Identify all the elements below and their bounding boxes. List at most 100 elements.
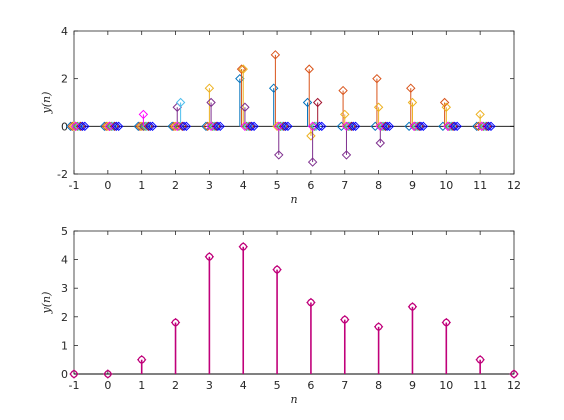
series-8 <box>70 109 487 132</box>
x-tick-label: 11 <box>473 179 487 192</box>
stem-marker <box>113 121 124 132</box>
stem-marker <box>274 121 284 132</box>
x-tick-label: 7 <box>341 179 348 192</box>
stem-marker <box>338 85 348 96</box>
y-tick-label: 0 <box>61 368 68 381</box>
stem-marker <box>406 83 416 93</box>
x-tick-label: 8 <box>375 379 382 392</box>
stem-marker <box>138 109 149 120</box>
stem-marker <box>246 121 257 132</box>
stem-marker <box>375 121 386 132</box>
stem-marker <box>450 121 460 132</box>
stem-marker-circle <box>239 243 247 251</box>
y-tick-label: 0 <box>61 120 68 133</box>
x-tick-label: 1 <box>138 379 145 392</box>
y-tick-label: 4 <box>61 254 68 267</box>
stem-marker <box>350 121 361 132</box>
stem-marker <box>418 121 428 132</box>
stem-marker <box>475 109 485 120</box>
x-tick-label: 5 <box>274 379 281 392</box>
stem-marker <box>416 121 426 132</box>
stem-marker-circle <box>104 370 112 378</box>
x-tick-label: 9 <box>409 379 416 392</box>
stem-marker <box>274 150 284 160</box>
x-tick-label: 11 <box>473 379 487 392</box>
y-tick-label: 4 <box>61 25 68 38</box>
stem-marker <box>238 64 248 74</box>
x-tick-label: 6 <box>307 379 314 392</box>
stem-marker-circle <box>341 315 349 324</box>
stem-marker <box>104 121 115 132</box>
stem-marker <box>441 102 452 112</box>
x-axis-label: n <box>290 393 297 406</box>
stem-marker-circle <box>510 370 518 378</box>
x-tick-label: 7 <box>341 379 348 392</box>
stem-marker <box>268 83 279 93</box>
stem-marker <box>215 121 225 132</box>
stem-marker <box>452 121 462 132</box>
stem-marker <box>206 121 216 132</box>
stem-marker <box>143 121 154 132</box>
x-tick-label: 3 <box>206 379 213 392</box>
stem-marker <box>249 121 259 132</box>
stem-marker <box>312 97 323 108</box>
stem-marker <box>317 121 327 132</box>
stem-marker <box>340 109 350 120</box>
stem-marker <box>304 64 314 74</box>
stem-marker <box>172 121 182 132</box>
x-tick-label: 10 <box>439 179 453 192</box>
x-tick-label: 3 <box>206 179 213 192</box>
stem-marker <box>206 97 216 108</box>
stem-marker <box>307 121 318 132</box>
stem-marker <box>341 150 352 160</box>
stem-marker <box>375 138 386 148</box>
x-axis-label: n <box>290 193 297 206</box>
y-tick-label: 1 <box>61 339 68 352</box>
x-tick-label: -1 <box>69 379 80 392</box>
stem-marker <box>213 121 223 132</box>
stem-marker <box>348 121 358 132</box>
stem-marker <box>179 121 189 132</box>
stem-marker <box>80 121 90 132</box>
stem-marker <box>181 121 192 132</box>
series-10 <box>80 121 496 132</box>
x-tick-label: 12 <box>507 379 521 392</box>
stem-marker-circle <box>442 318 451 327</box>
stem-marker <box>307 157 318 167</box>
plot-area <box>73 230 515 375</box>
stem-marker <box>443 121 453 132</box>
stem-marker-circle <box>374 323 383 331</box>
x-tick-label: 2 <box>172 379 179 392</box>
x-tick-label: 5 <box>274 179 281 192</box>
series-3 <box>69 64 485 141</box>
x-tick-label: 2 <box>172 179 179 192</box>
stem-marker-circle <box>273 265 281 274</box>
y-axis-label: y(n) <box>40 292 53 315</box>
stem-marker <box>407 97 418 108</box>
x-tick-label: -1 <box>69 179 80 192</box>
stem-marker <box>240 121 250 132</box>
stem-marker-circle <box>70 370 78 378</box>
stem-marker-circle <box>171 318 180 327</box>
stem-marker-circle <box>408 303 417 311</box>
stem-marker <box>384 121 395 132</box>
series-1 <box>69 242 519 379</box>
x-tick-label: 6 <box>307 179 314 192</box>
x-tick-label: 12 <box>507 179 521 192</box>
stem-marker-circle <box>137 356 146 364</box>
stem-marker <box>77 121 88 132</box>
stem-marker <box>235 73 245 84</box>
stem-marker <box>111 121 122 132</box>
stem-marker <box>145 121 155 132</box>
stem-marker <box>283 121 293 132</box>
stem-marker <box>439 97 450 108</box>
stem-marker-circle <box>307 298 315 307</box>
stem-marker <box>341 121 352 132</box>
stem-marker <box>373 102 384 112</box>
stem-marker <box>236 64 247 74</box>
stem-marker <box>170 121 181 132</box>
